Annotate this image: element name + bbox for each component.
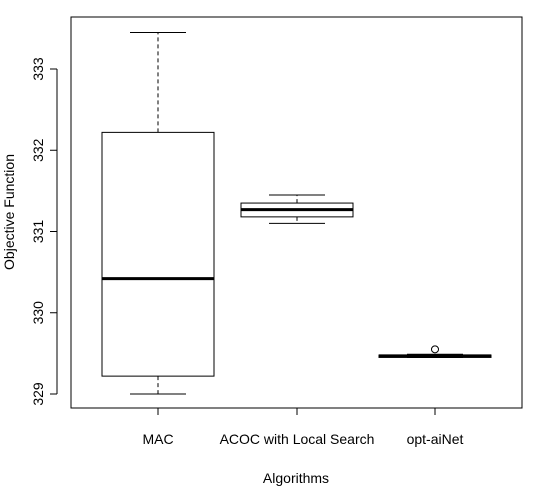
x-tick-label: ACOC with Local Search [220, 431, 375, 447]
boxes-group [101, 31, 492, 395]
y-tick-label: 330 [30, 301, 46, 325]
y-axis: 329 330 331 332 333 [30, 57, 58, 406]
x-axis-label: Algorithms [263, 470, 329, 486]
x-tick-label: MAC [142, 431, 173, 447]
y-tick-label: 332 [30, 138, 46, 162]
outlier-point [431, 345, 439, 354]
box-opt-ainet [378, 345, 492, 358]
x-tick-label: opt-aiNet [407, 431, 464, 447]
iqr-box [101, 131, 215, 377]
y-tick-label: 333 [30, 57, 46, 81]
y-tick-label: 329 [30, 382, 46, 406]
y-tick-label: 331 [30, 220, 46, 244]
y-axis-label: Objective Function [1, 154, 17, 270]
box-acoc-with-local-search [240, 194, 354, 224]
box-mac [101, 31, 215, 395]
x-axis: MAC ACOC with Local Search opt-aiNet [142, 407, 464, 447]
